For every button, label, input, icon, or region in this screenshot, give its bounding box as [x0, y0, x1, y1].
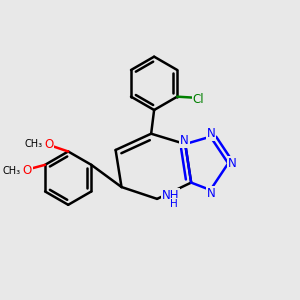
Text: O: O	[44, 138, 54, 151]
Text: CH₃: CH₃	[24, 139, 42, 149]
Text: Cl: Cl	[193, 92, 204, 106]
Text: O: O	[23, 164, 32, 177]
Text: N: N	[207, 127, 215, 140]
Text: H: H	[170, 199, 178, 209]
Text: CH₃: CH₃	[2, 166, 21, 176]
Text: N: N	[228, 157, 237, 170]
Text: N: N	[207, 187, 215, 200]
Text: N: N	[180, 134, 189, 147]
Text: NH: NH	[162, 189, 179, 203]
